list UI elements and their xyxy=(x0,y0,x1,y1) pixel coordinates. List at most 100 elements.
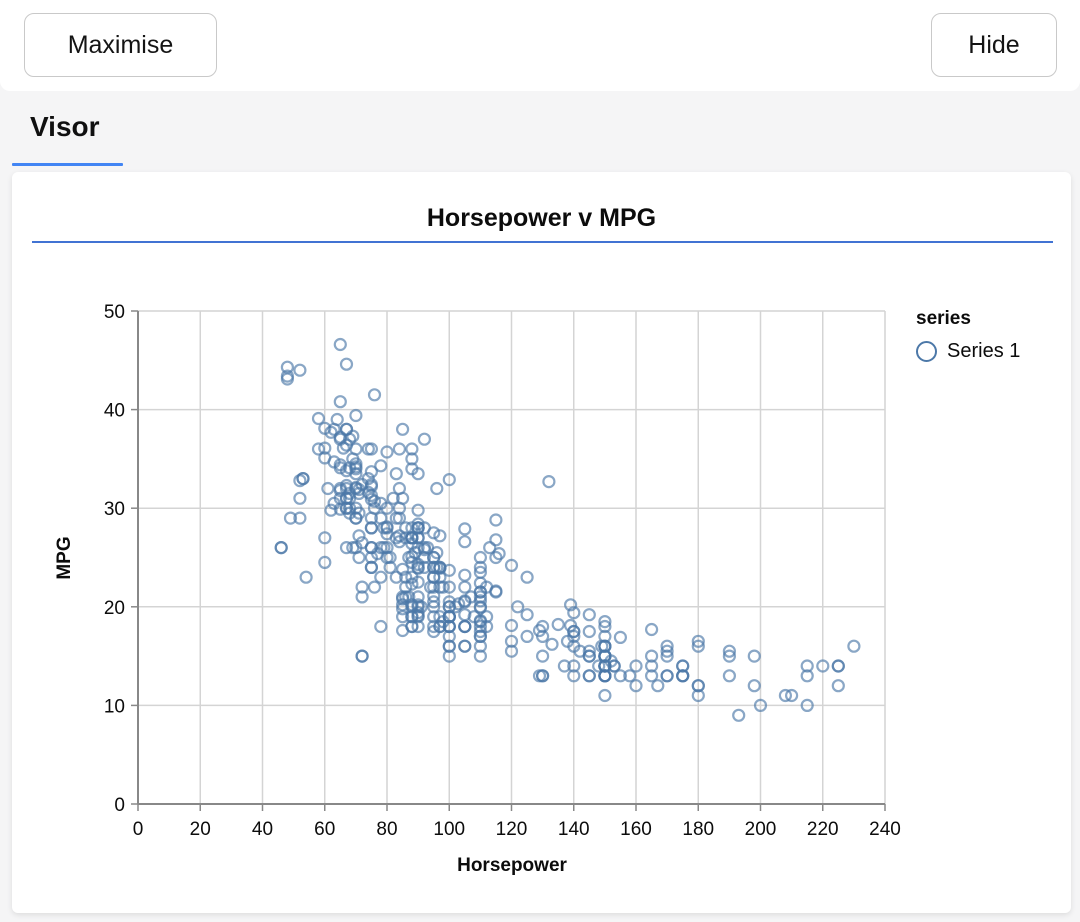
data-point xyxy=(458,608,472,622)
data-point xyxy=(660,669,674,683)
data-point xyxy=(483,541,497,555)
data-point xyxy=(458,619,472,634)
data-point xyxy=(442,649,456,663)
data-point xyxy=(551,617,565,632)
data-point xyxy=(374,619,388,634)
data-point xyxy=(582,669,596,683)
data-point xyxy=(367,494,382,508)
data-point xyxy=(361,485,375,499)
hide-button[interactable]: Hide xyxy=(931,13,1057,77)
data-point xyxy=(473,619,487,634)
data-point xyxy=(800,669,814,683)
data-point xyxy=(629,679,643,693)
data-point xyxy=(399,521,413,535)
data-point xyxy=(676,659,690,673)
data-point xyxy=(371,547,385,561)
data-point xyxy=(504,618,519,633)
active-tab-indicator xyxy=(12,163,123,166)
data-point xyxy=(352,550,366,565)
data-point xyxy=(557,659,572,673)
data-point xyxy=(430,546,444,560)
data-point xyxy=(355,580,369,594)
data-point xyxy=(299,570,313,584)
data-point xyxy=(452,597,466,611)
data-point xyxy=(411,503,425,517)
data-point xyxy=(427,526,441,540)
x-tick-label: 20 xyxy=(190,819,211,840)
data-point xyxy=(847,639,861,653)
data-point xyxy=(283,511,298,525)
data-point xyxy=(293,491,307,505)
data-point xyxy=(392,481,406,496)
data-point xyxy=(732,708,746,722)
data-point xyxy=(433,561,447,575)
data-point xyxy=(318,531,332,545)
data-point xyxy=(831,659,845,673)
chart-title: Horsepower v MPG xyxy=(426,204,657,232)
data-point xyxy=(595,639,609,653)
visor-control-bar: Maximise Hide xyxy=(0,0,1080,91)
x-tick-label: 80 xyxy=(376,819,397,840)
points-layer xyxy=(274,337,861,722)
axes-layer: 0 20 40 60 80 100 120 140 160 180 200 220 240 0 10 20 30… xyxy=(104,302,901,840)
data-point xyxy=(396,592,410,606)
data-point xyxy=(629,659,643,673)
data-point xyxy=(311,411,326,426)
data-point xyxy=(333,502,347,516)
data-point xyxy=(311,442,326,456)
y-tick-label: 10 xyxy=(104,696,125,717)
x-tick-label: 180 xyxy=(682,819,714,840)
y-tick-label: 0 xyxy=(114,795,125,816)
data-point xyxy=(613,669,628,683)
data-point xyxy=(293,363,307,377)
data-point xyxy=(383,560,397,574)
data-point xyxy=(405,531,419,545)
data-point xyxy=(427,595,441,609)
data-point xyxy=(417,541,431,555)
data-point xyxy=(563,598,578,612)
data-point xyxy=(327,422,341,436)
legend-title: series xyxy=(916,308,971,329)
data-point xyxy=(442,563,456,577)
data-point xyxy=(396,598,410,612)
data-point xyxy=(386,491,400,505)
data-point xyxy=(399,580,413,594)
data-point xyxy=(784,688,799,703)
data-point xyxy=(324,425,338,439)
data-point xyxy=(582,644,596,658)
data-point xyxy=(644,669,659,683)
data-point xyxy=(492,547,506,561)
data-point xyxy=(405,521,419,535)
data-point xyxy=(800,659,814,673)
y-tick-label: 50 xyxy=(104,302,125,323)
data-point xyxy=(405,442,419,456)
data-point xyxy=(691,679,705,693)
data-point xyxy=(567,624,581,639)
data-point xyxy=(582,608,596,622)
data-point xyxy=(293,474,307,488)
data-point xyxy=(327,455,341,469)
y-tick-label: 20 xyxy=(104,598,125,619)
data-point xyxy=(374,459,388,473)
scatter-plot: 0 20 40 60 80 100 120 140 160 180 200 220 240 0 10 20 30… xyxy=(54,302,901,876)
data-point xyxy=(582,624,596,639)
data-point xyxy=(598,619,612,634)
data-point xyxy=(389,467,403,481)
data-point xyxy=(598,688,612,703)
data-point xyxy=(473,629,487,643)
tab-strip: Visor xyxy=(0,91,1080,172)
data-point xyxy=(389,570,403,584)
data-point xyxy=(399,531,413,545)
data-point xyxy=(427,570,441,584)
data-point xyxy=(560,634,575,648)
data-point xyxy=(380,445,394,459)
data-point xyxy=(355,590,369,604)
tab-visor[interactable]: Visor xyxy=(30,111,100,142)
x-tick-label: 220 xyxy=(807,819,839,840)
data-point xyxy=(442,580,456,594)
maximise-button[interactable]: Maximise xyxy=(24,13,217,77)
data-point xyxy=(333,458,347,472)
data-point xyxy=(349,442,363,456)
data-point xyxy=(520,629,534,643)
data-point xyxy=(592,659,606,673)
